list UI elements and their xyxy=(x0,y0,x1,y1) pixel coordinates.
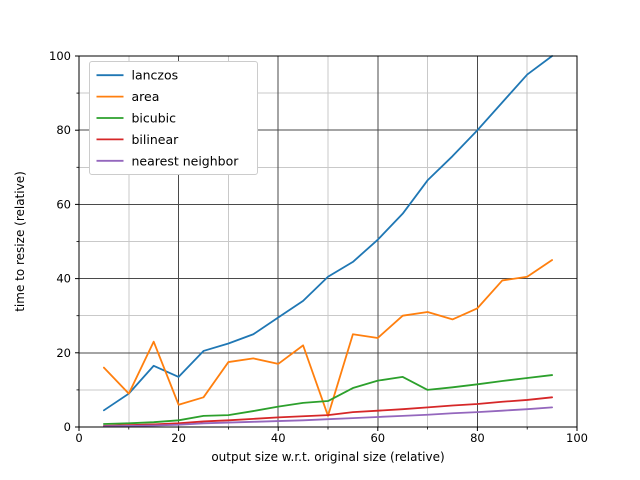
x-tick-label: 40 xyxy=(271,431,286,445)
legend: lanczos area bicubic bilinear nearest neighb… xyxy=(89,61,258,175)
series-lines xyxy=(103,55,553,428)
x-axis-label: output size w.r.t. original size (relati… xyxy=(211,450,444,464)
legend-box xyxy=(89,61,258,175)
x-tick-label: 80 xyxy=(470,431,485,445)
y-tick-label: 100 xyxy=(49,49,71,63)
x-tick-label: 20 xyxy=(171,431,186,445)
x-tick-label: 60 xyxy=(370,431,385,445)
series-line-lanczos xyxy=(103,55,553,412)
axis-ticks xyxy=(75,55,578,431)
legend-label-bilinear: bilinear xyxy=(132,132,180,147)
series-line-nearest-neighbor xyxy=(103,406,553,428)
y-tick-label: 40 xyxy=(56,272,71,286)
legend-label-bicubic: bicubic xyxy=(132,111,177,126)
y-tick-label: 20 xyxy=(56,346,71,360)
legend-label-area: area xyxy=(132,89,160,104)
series-line-bicubic xyxy=(103,374,553,425)
y-tick-label: 80 xyxy=(56,123,71,137)
y-axis-label: time to resize (relative) xyxy=(13,171,27,312)
x-tick-label: 0 xyxy=(75,431,82,445)
series-line-bilinear xyxy=(103,396,553,427)
y-tick-label: 60 xyxy=(56,197,71,211)
y-tick-label: 0 xyxy=(64,420,71,434)
legend-label-lanczos: lanczos xyxy=(132,68,179,83)
x-tick-label: 100 xyxy=(566,431,588,445)
legend-label-nearest-neighbor: nearest neighbor xyxy=(132,153,240,168)
tick-labels: 0 20 40 60 80 100 0 20 40 60 80 100 xyxy=(49,49,588,445)
